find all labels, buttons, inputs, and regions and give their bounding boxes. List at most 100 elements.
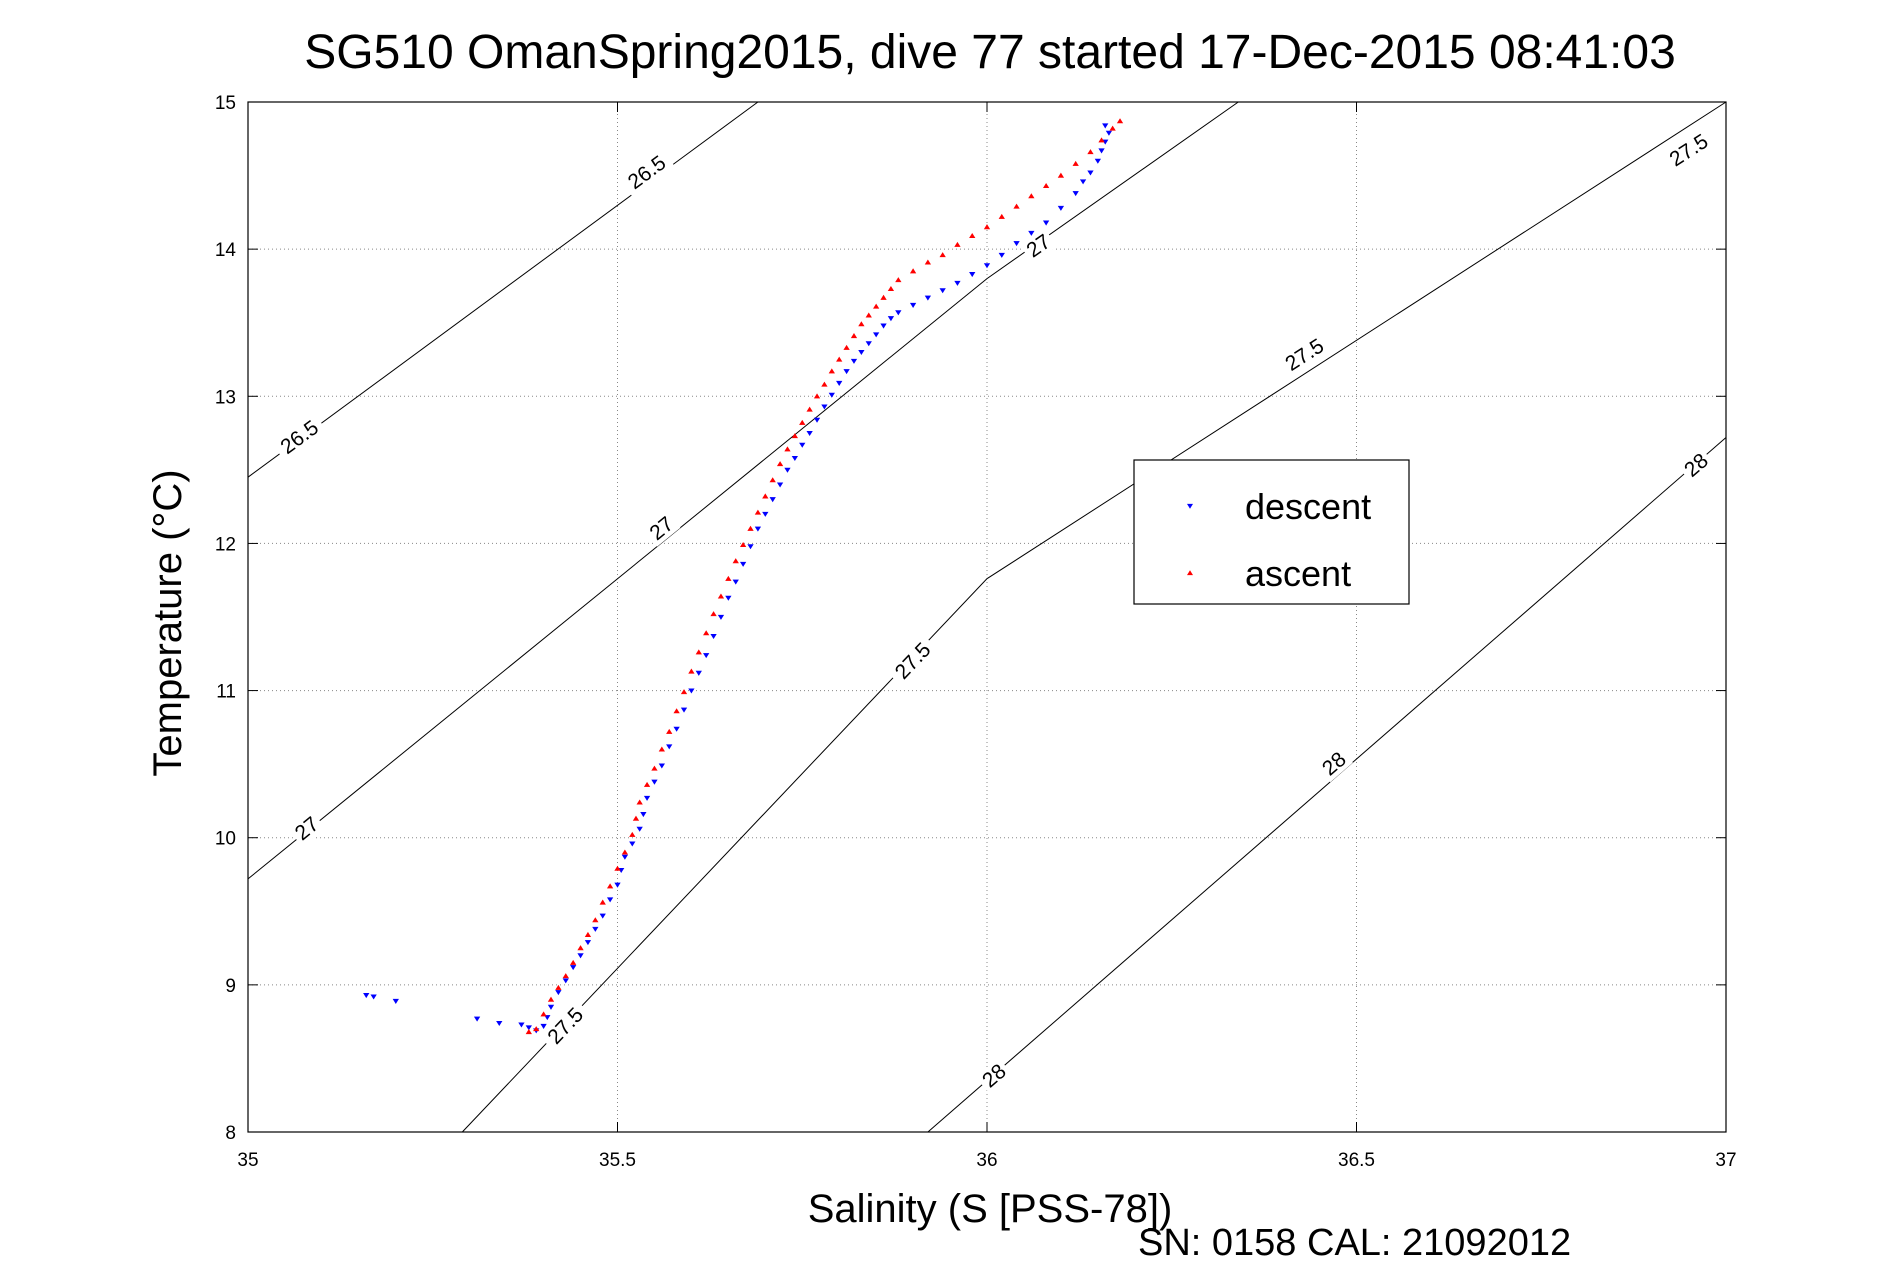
contour-label-mask-27.5-1 bbox=[887, 634, 940, 688]
descent-point-31 bbox=[688, 688, 695, 694]
contour-label-mask-28-1 bbox=[1315, 745, 1353, 783]
ascent-point-47 bbox=[865, 312, 872, 318]
descent-point-27 bbox=[658, 763, 665, 769]
descent-point-71 bbox=[1072, 191, 1079, 197]
descent-point-62 bbox=[939, 288, 946, 294]
y-tick-label-3: 11 bbox=[216, 682, 236, 703]
ascent-point-19 bbox=[658, 746, 665, 752]
ascent-point-65 bbox=[1098, 137, 1105, 143]
ascent-point-12 bbox=[614, 865, 621, 871]
ascent-point-8 bbox=[584, 931, 592, 937]
ascent-point-64 bbox=[1087, 149, 1094, 155]
ascent-point-35 bbox=[776, 461, 784, 467]
x-tick-label-2: 36 bbox=[976, 1150, 997, 1171]
ascent-point-20 bbox=[666, 728, 673, 734]
descent-point-50 bbox=[828, 392, 835, 398]
descent-point-55 bbox=[865, 341, 872, 347]
descent-point-67 bbox=[1013, 241, 1020, 247]
data-points bbox=[363, 118, 1124, 1035]
legend-box bbox=[1133, 459, 1410, 605]
ascent-point-63 bbox=[1072, 160, 1079, 166]
contour-label-mask-27-1 bbox=[643, 510, 681, 547]
descent-point-39 bbox=[747, 544, 754, 550]
descent-point-42 bbox=[769, 497, 776, 503]
descent-point-28 bbox=[666, 744, 673, 750]
contour-line-27 bbox=[247, 101, 1239, 880]
descent-point-29 bbox=[673, 726, 680, 732]
ascent-point-57 bbox=[983, 224, 991, 230]
descent-point-38 bbox=[739, 561, 747, 567]
legend-entry-ascent: ascent bbox=[1245, 553, 1351, 594]
contour-label-mask-27.5-0 bbox=[539, 999, 592, 1053]
ascent-point-42 bbox=[828, 368, 835, 374]
ascent-point-37 bbox=[791, 433, 799, 439]
ascent-point-66 bbox=[1109, 125, 1116, 131]
ascent-point-2 bbox=[540, 1011, 547, 1017]
ascent-point-45 bbox=[850, 333, 858, 339]
descent-point-64 bbox=[969, 272, 976, 278]
ascent-point-39 bbox=[806, 406, 813, 412]
descent-point-58 bbox=[887, 316, 895, 322]
contour-label-mask-27-0 bbox=[288, 810, 326, 847]
descent-point-77 bbox=[1105, 130, 1113, 136]
ascent-point-0 bbox=[525, 1029, 532, 1035]
descent-point-49 bbox=[821, 404, 828, 410]
ascent-point-58 bbox=[998, 213, 1005, 219]
descent-point-57 bbox=[880, 323, 887, 329]
ascent-point-4 bbox=[555, 984, 562, 990]
ascent-point-5 bbox=[562, 973, 569, 979]
descent-point-45 bbox=[791, 455, 799, 461]
contour-label-mask-26.5-1 bbox=[619, 148, 675, 197]
ascent-point-61 bbox=[1042, 182, 1050, 188]
descent-point-60 bbox=[909, 302, 917, 308]
contour-label-mask-27.5-2 bbox=[1276, 331, 1333, 379]
descent-point-72 bbox=[1079, 179, 1087, 185]
descent-point-12 bbox=[562, 978, 569, 984]
descent-point-51 bbox=[836, 380, 843, 386]
ascent-point-24 bbox=[695, 649, 702, 655]
y-tick-label-6: 14 bbox=[215, 240, 237, 261]
legend-marker-descent bbox=[1187, 503, 1193, 509]
descent-point-23 bbox=[636, 826, 643, 832]
ascent-point-49 bbox=[880, 294, 887, 300]
ascent-point-67 bbox=[1116, 118, 1124, 124]
descent-point-22 bbox=[629, 841, 636, 847]
descent-point-69 bbox=[1042, 220, 1050, 226]
chart-title: SG510 OmanSpring2015, dive 77 started 17… bbox=[304, 26, 1676, 79]
descent-point-30 bbox=[680, 707, 688, 713]
ascent-point-43 bbox=[836, 356, 843, 362]
ascent-point-14 bbox=[629, 831, 636, 837]
contour-label-mask-28-0 bbox=[975, 1057, 1013, 1095]
ascent-point-59 bbox=[1013, 203, 1020, 209]
descent-point-37 bbox=[732, 579, 739, 585]
ascent-point-53 bbox=[924, 259, 932, 265]
descent-point-24 bbox=[640, 812, 647, 818]
ascent-point-16 bbox=[636, 799, 643, 805]
ascent-point-21 bbox=[673, 708, 680, 714]
descent-point-40 bbox=[754, 526, 762, 532]
ascent-point-56 bbox=[969, 232, 976, 239]
descent-point-36 bbox=[725, 595, 732, 601]
ascent-point-41 bbox=[821, 381, 828, 387]
descent-point-53 bbox=[850, 358, 858, 364]
ascent-point-36 bbox=[784, 446, 791, 452]
axis-ticks: 35 35.5 36 36.5 37 8 9 10 11 12 13 14 15 bbox=[215, 93, 1737, 1171]
ascent-point-60 bbox=[1028, 193, 1035, 199]
ascent-point-54 bbox=[939, 252, 946, 258]
ascent-point-15 bbox=[632, 815, 640, 821]
descent-point-13 bbox=[570, 965, 577, 971]
descent-point-1 bbox=[370, 994, 377, 1000]
descent-point-0 bbox=[363, 993, 370, 999]
axes-background bbox=[248, 102, 1726, 1132]
contour-label-mask-27.5-3 bbox=[1661, 127, 1717, 174]
contour-label-mask-27-2 bbox=[1020, 228, 1058, 264]
descent-point-15 bbox=[584, 940, 592, 946]
descent-point-34 bbox=[710, 634, 717, 640]
ascent-point-38 bbox=[799, 419, 806, 425]
descent-point-35 bbox=[717, 614, 725, 620]
ascent-point-28 bbox=[725, 575, 732, 581]
descent-point-78 bbox=[1102, 123, 1109, 129]
descent-point-54 bbox=[858, 350, 865, 356]
descent-point-59 bbox=[895, 310, 902, 316]
